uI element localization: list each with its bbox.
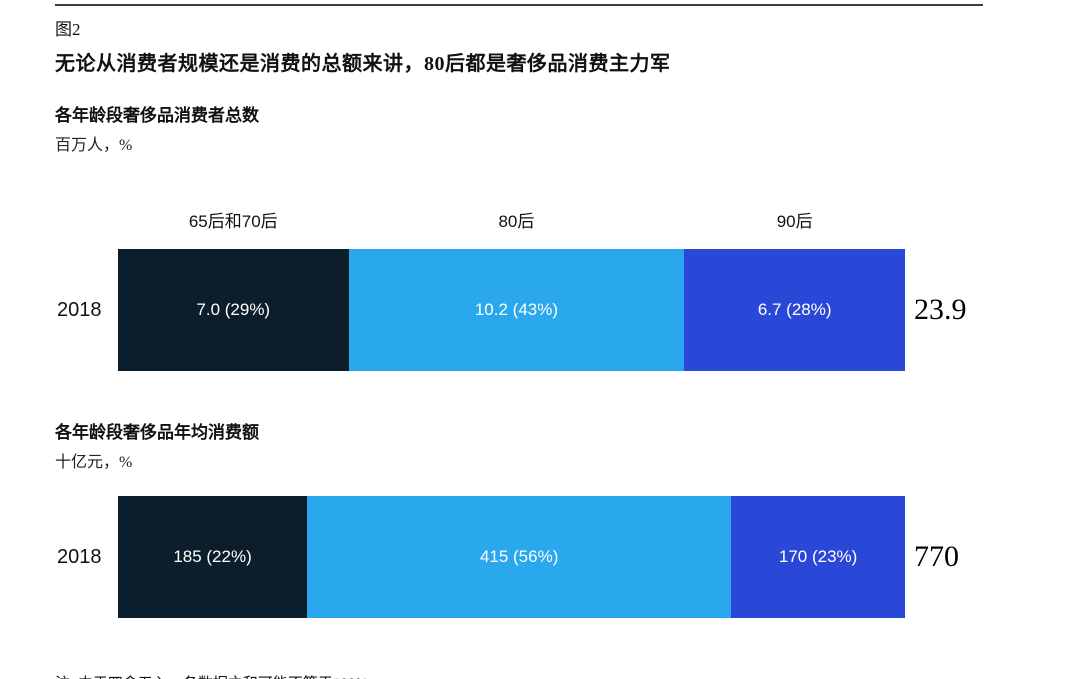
spend-year-label: 2018 (57, 545, 102, 568)
category-label-80: 80后 (498, 212, 535, 231)
category-label-65-70: 65后和70后 (188, 212, 278, 231)
category-headers: 65后和70后 80后 90后 (118, 207, 905, 232)
consumers-stacked-bar: 7.0 (29%) 10.2 (43%) 6.7 (28%) (118, 249, 905, 371)
chart-spend-title: 各年龄段奢侈品年均消费额 (55, 423, 259, 442)
figure-title: 无论从消费者规模还是消费的总额来讲，80后都是奢侈品消费主力军 (55, 53, 671, 75)
chart-spend-unit: 十亿元，% (55, 454, 133, 471)
category-header-row: 65后和70后 80后 90后 (55, 207, 983, 232)
consumers-segment-90: 6.7 (28%) (684, 249, 905, 371)
spend-bar-row: 2018 185 (22%) 415 (56%) 170 (23%) 770 (55, 496, 983, 618)
consumers-total-value: 23.9 (914, 293, 967, 326)
spend-segment-90: 170 (23%) (731, 496, 905, 618)
chart-spend-section: 各年龄段奢侈品年均消费额 十亿元，% 2018 185 (22%) 415 (5… (55, 418, 983, 618)
rounding-note: 注: 由于四舍五入，各数据之和可能不等于100% (55, 672, 983, 679)
chart-consumers-unit: 百万人，% (55, 137, 133, 154)
consumers-bar-row: 2018 7.0 (29%) 10.2 (43%) 6.7 (28%) 23.9 (55, 249, 983, 371)
spend-total-value: 770 (914, 540, 959, 573)
figure-label: 图2 (55, 20, 81, 39)
top-divider (55, 4, 983, 6)
consumers-segment-80: 10.2 (43%) (348, 249, 685, 371)
spend-stacked-bar: 185 (22%) 415 (56%) 170 (23%) (118, 496, 905, 618)
category-label-90: 90后 (776, 212, 813, 231)
chart-consumers-title: 各年龄段奢侈品消费者总数 (55, 106, 259, 125)
chart-consumers-section: 各年龄段奢侈品消费者总数 百万人，% 65后和70后 80后 90后 2018 … (55, 101, 983, 371)
spend-segment-65-70: 185 (22%) (118, 496, 308, 618)
spend-segment-80: 415 (56%) (307, 496, 732, 618)
figure-page: 图2 无论从消费者规模还是消费的总额来讲，80后都是奢侈品消费主力军 各年龄段奢… (55, 0, 983, 679)
consumers-segment-65-70: 7.0 (29%) (118, 249, 349, 371)
consumers-year-label: 2018 (57, 298, 102, 321)
